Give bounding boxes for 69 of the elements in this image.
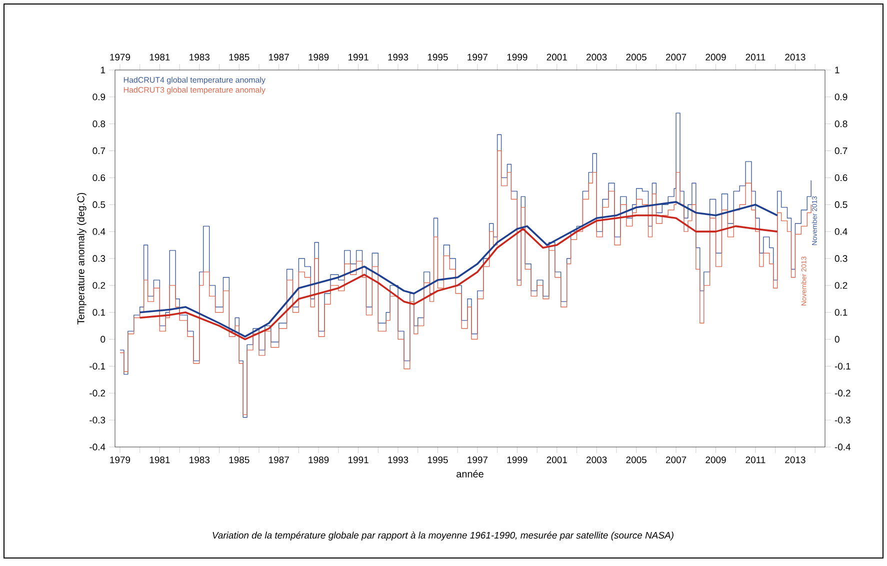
y-tick-label: -0.2 <box>90 390 106 396</box>
x2-tick-label: 1989 <box>308 456 329 464</box>
x-tick-label: 1987 <box>269 54 289 60</box>
x-tick-label: 2011 <box>746 54 766 60</box>
y-tick-label: 1 <box>100 66 106 74</box>
x2-tick-label: 2005 <box>626 456 646 464</box>
text: Variation de la température globale par rapport à la moyenne 1961-1990, mesurée par satellite (source NASA) <box>212 532 674 540</box>
x-tick-label: 2009 <box>706 54 726 60</box>
y2-tick-label: -0.1 <box>834 362 850 370</box>
y-tick-label: 0.8 <box>92 120 106 128</box>
x-tick-label: 2003 <box>586 54 607 60</box>
y-tick-label: 0.1 <box>92 309 106 316</box>
x-tick-label: 2007 <box>666 54 686 60</box>
x2-tick-label: 2001 <box>546 456 567 464</box>
y2-tick-label: 0 <box>834 336 840 343</box>
y-tick-label: 0.4 <box>92 228 106 235</box>
y-tick-label: 0.5 <box>92 201 106 208</box>
x2-tick-label: 2007 <box>666 456 686 464</box>
x-tick-label: 2013 <box>785 54 806 60</box>
x-tick-label: 2001 <box>546 54 567 60</box>
y-tick-label: 0.7 <box>92 147 106 154</box>
y-tick-label: -0.1 <box>90 362 106 370</box>
y2-tick-label: 0.7 <box>834 147 848 154</box>
y2-tick-label: 0.3 <box>834 255 848 262</box>
x2-tick-label: 1987 <box>269 456 289 464</box>
y2-tick-label: 0.9 <box>834 94 848 100</box>
x2-tick-label: 2009 <box>706 456 726 464</box>
x2-tick-label: 1997 <box>468 456 488 464</box>
x2-tick-label: 1995 <box>428 456 448 464</box>
x2-tick-label: 1999 <box>507 456 528 464</box>
y2-tick-label: 0.5 <box>834 201 848 208</box>
y2-tick-label: 1 <box>835 66 840 74</box>
y2-tick-label: -0.4 <box>834 444 851 450</box>
x-tick-label: 1983 <box>190 54 210 60</box>
y2-tick-label: -0.2 <box>834 390 850 396</box>
x2-tick-label: 1979 <box>110 456 130 464</box>
x2-tick-label: 2013 <box>785 456 806 464</box>
x-tick-label: 2005 <box>626 54 646 60</box>
x-tick-label: 1995 <box>428 54 448 60</box>
y2-tick-label: 0.2 <box>834 282 848 289</box>
y2-tick-label: 0.8 <box>834 120 848 128</box>
y-tick-label: 0.2 <box>92 282 106 289</box>
y-tick-label: -0.4 <box>90 444 106 450</box>
x-tick-label: 1981 <box>150 54 170 60</box>
y-axis-title: Temperature anomaly (deg.C) <box>77 192 86 324</box>
x2-tick-label: 1991 <box>348 456 368 464</box>
x2-tick-label: 2003 <box>586 456 607 464</box>
x2-tick-label: 1981 <box>150 456 170 464</box>
y2-tick-label: 0.1 <box>834 309 848 316</box>
y-tick-label: -0.3 <box>90 416 106 424</box>
x-tick-label: 1997 <box>468 54 488 60</box>
y-tick-label: 0.6 <box>92 174 106 182</box>
x-tick-label: 1985 <box>229 54 250 60</box>
y-tick-label: 0.3 <box>92 255 106 262</box>
x2-tick-label: 1993 <box>388 456 408 464</box>
x-tick-label: 1979 <box>110 54 130 60</box>
x-tick-label: 1993 <box>388 54 408 60</box>
x-axis-title: année <box>456 470 484 478</box>
x-tick-label: 1989 <box>308 54 329 60</box>
x-tick-label: 1991 <box>348 54 368 60</box>
x2-tick-label: 1985 <box>229 456 250 464</box>
y2-tick-label: 0.4 <box>834 228 848 235</box>
y-tick-label: 0.9 <box>92 94 106 100</box>
y-tick-label: 0 <box>100 336 106 343</box>
x2-tick-label: 1983 <box>190 456 210 464</box>
y2-tick-label: 0.6 <box>834 174 848 182</box>
x-tick-label: 1999 <box>507 54 528 60</box>
y2-tick-label: -0.3 <box>834 416 850 424</box>
x2-tick-label: 2011 <box>746 456 766 464</box>
